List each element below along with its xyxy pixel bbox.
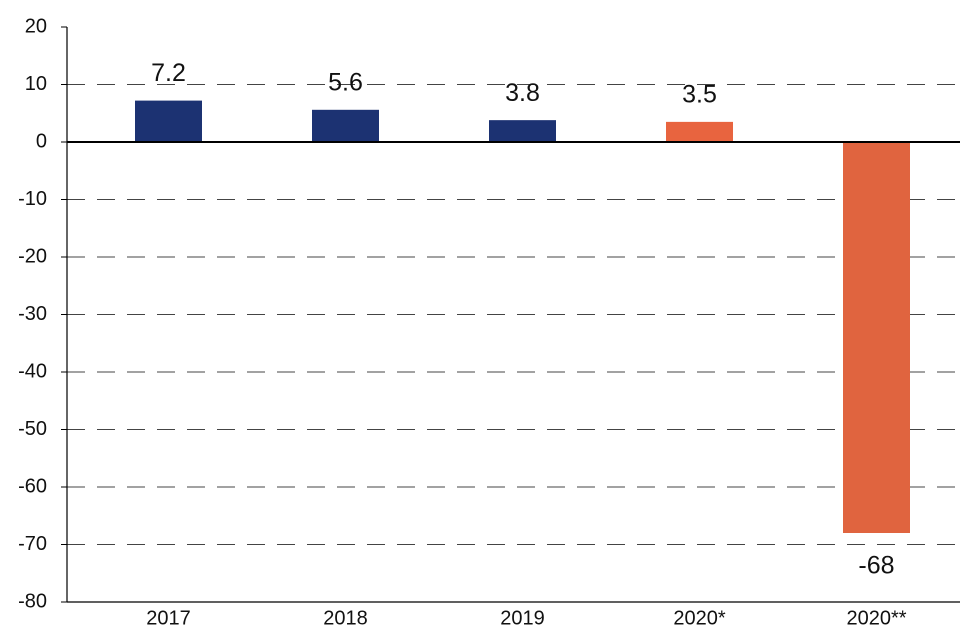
value-label: 3.5 (682, 80, 717, 108)
y-tick-label: 0 (36, 130, 47, 152)
bar (135, 100, 202, 142)
y-tick-label: -10 (18, 188, 47, 210)
bar (489, 120, 556, 142)
y-tick-label: -80 (18, 590, 47, 612)
bar (666, 121, 733, 142)
value-label: 3.8 (505, 79, 540, 107)
bar (843, 142, 910, 533)
y-tick-label: -20 (18, 245, 47, 267)
value-label: 7.2 (151, 59, 186, 87)
y-tick-label: 10 (25, 73, 47, 95)
y-tick-label: -40 (18, 360, 47, 382)
y-tick-label: 20 (25, 15, 47, 37)
bar (312, 109, 379, 142)
x-tick-label: 2020* (673, 607, 725, 629)
x-tick-label: 2019 (500, 607, 545, 629)
value-label: -68 (858, 552, 894, 580)
value-label: 5.6 (328, 68, 363, 96)
x-tick-label: 2020** (846, 607, 906, 629)
y-tick-label: -60 (18, 475, 47, 497)
y-tick-label: -70 (18, 533, 47, 555)
y-tick-label: -30 (18, 303, 47, 325)
x-tick-label: 2018 (323, 607, 368, 629)
y-tick-label: -50 (18, 418, 47, 440)
x-tick-label: 2017 (146, 607, 191, 629)
